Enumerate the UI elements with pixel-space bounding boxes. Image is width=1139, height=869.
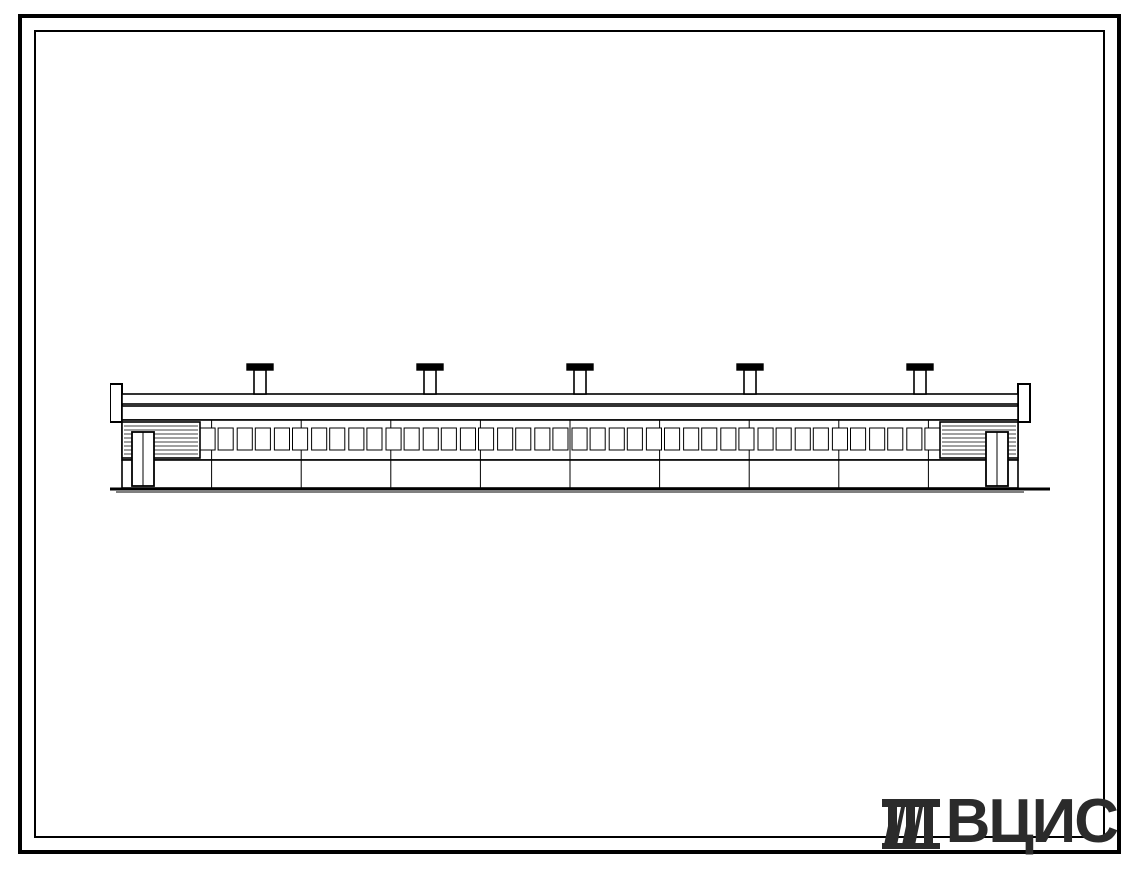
logo: ВЦИС xyxy=(882,786,1117,857)
logo-text: ВЦИС xyxy=(946,786,1117,857)
logo-mark xyxy=(882,793,940,851)
building-elevation xyxy=(110,350,1070,520)
